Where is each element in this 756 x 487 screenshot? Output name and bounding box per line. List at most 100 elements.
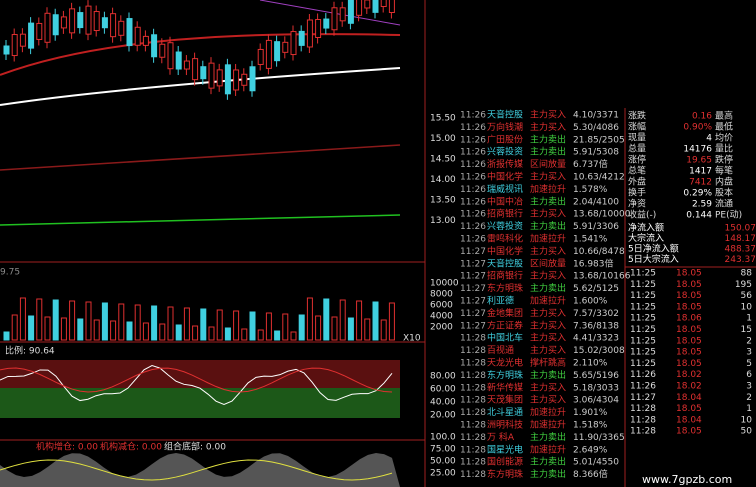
flow-label: 5日大宗流入: [628, 253, 679, 265]
news-stock: 洲明科技: [487, 419, 523, 431]
candle: [331, 7, 338, 31]
trade-time: 11:25: [630, 325, 656, 335]
trade-time: 11:25: [630, 302, 656, 312]
volume-bar: [110, 320, 117, 341]
news-type: 加速拉升: [530, 419, 566, 431]
trade-price: 18.05: [676, 404, 702, 414]
news-stock: 天音控股: [487, 257, 523, 269]
candle: [11, 34, 18, 57]
volume-bar: [274, 330, 281, 341]
volume-bar: [282, 313, 289, 341]
axis-label: 2000: [430, 323, 453, 333]
candle: [93, 11, 100, 32]
candle: [274, 41, 281, 62]
trade-price: 18.05: [676, 280, 702, 290]
candle: [306, 19, 313, 48]
news-type: 主力卖出: [530, 220, 566, 232]
quote-label: 最高: [715, 110, 733, 122]
quote-value: 0.16: [692, 112, 712, 122]
news-time: 11:26: [460, 148, 486, 158]
news-detail: 2.110%: [573, 359, 608, 369]
volume-bar: [290, 331, 297, 341]
volume-bar: [200, 308, 207, 341]
news-detail: 10.66/8478: [573, 247, 625, 257]
news-stock: 雷鸣科化: [487, 233, 523, 245]
news-time: 11:28: [460, 396, 486, 406]
news-stock: 天茂集团: [487, 394, 523, 406]
volume-bar: [85, 301, 92, 341]
quote-label: PE(动): [715, 210, 742, 221]
trade-volume: 3: [746, 348, 752, 358]
watermark: www.7gpzb.com: [642, 473, 732, 486]
news-type: 加速拉升: [530, 233, 566, 245]
candle: [175, 51, 182, 70]
news-time: 11:26: [460, 160, 486, 170]
news-stock: 招商银行: [487, 208, 523, 220]
axis-label: 13.00: [430, 216, 456, 226]
candle: [249, 66, 256, 92]
news-time: 11:28: [460, 383, 486, 393]
trade-price: 18.05: [676, 359, 702, 369]
candle: [167, 42, 174, 70]
volume-bar: [298, 314, 305, 341]
volume-bar: [69, 300, 76, 341]
candle: [52, 14, 59, 36]
news-time: 11:28: [460, 433, 486, 443]
candle: [77, 12, 84, 29]
news-time: 11:28: [460, 346, 486, 356]
volume-bar: [380, 319, 387, 341]
news-stock: 金地集团: [487, 307, 523, 319]
ma-line: [0, 67, 401, 106]
candle: [257, 48, 264, 65]
news-detail: 1.600%: [573, 297, 608, 307]
news-stock: 方正证券: [487, 319, 523, 331]
flow-value: 488.37: [725, 245, 756, 255]
news-detail: 13.68/10000: [573, 210, 631, 220]
trade-volume: 1: [746, 314, 752, 324]
candle: [134, 26, 141, 46]
news-time: 11:28: [460, 458, 486, 468]
news-time: 11:26: [460, 123, 486, 133]
quote-label: 收益(-): [628, 209, 656, 221]
news-detail: 7.36/8138: [573, 321, 619, 331]
volume-bar: [249, 311, 256, 341]
volume-bar: [183, 307, 190, 341]
quote-value: 7412: [689, 178, 712, 188]
news-type: 主力卖出: [530, 468, 566, 480]
news-stock: 国星光电: [487, 443, 523, 455]
news-detail: 8.366倍: [573, 468, 608, 480]
trade-time: 11:25: [630, 348, 656, 358]
bottom-line: [0, 459, 393, 481]
news-detail: 7.57/3302: [573, 309, 619, 319]
news-time: 11:28: [460, 470, 486, 480]
news-detail: 4.10/3371: [573, 111, 619, 121]
trade-time: 11:25: [630, 280, 656, 290]
volume-bar: [134, 304, 141, 341]
quote-label: 涨停: [628, 154, 646, 166]
quote-value: 0.144: [686, 211, 712, 221]
news-detail: 5.91/5308: [573, 148, 619, 158]
candle: [192, 58, 199, 81]
axis-label: 40.00: [430, 398, 456, 408]
trade-volume: 15: [741, 325, 752, 335]
news-detail: 10.63/4212: [573, 173, 625, 183]
volume-bar: [216, 309, 223, 341]
trade-time: 11:25: [630, 269, 656, 279]
news-stock: 百视通: [487, 344, 514, 356]
candle: [28, 22, 35, 49]
indicator-unit: X10: [403, 334, 421, 344]
volume-bar: [339, 299, 346, 341]
candle: [36, 22, 43, 40]
quote-value: 0.29%: [683, 189, 712, 199]
news-stock: 招商银行: [487, 270, 523, 282]
news-type: 主力卖出: [530, 282, 566, 294]
trade-time: 11:25: [630, 359, 656, 369]
volume-bar: [224, 327, 231, 341]
news-time: 11:27: [460, 297, 486, 307]
trade-volume: 10: [741, 302, 753, 312]
candle: [200, 66, 207, 80]
news-time: 11:26: [460, 111, 486, 121]
flow-value: 150.07: [725, 224, 756, 234]
news-stock: 天龙光电: [487, 357, 523, 369]
